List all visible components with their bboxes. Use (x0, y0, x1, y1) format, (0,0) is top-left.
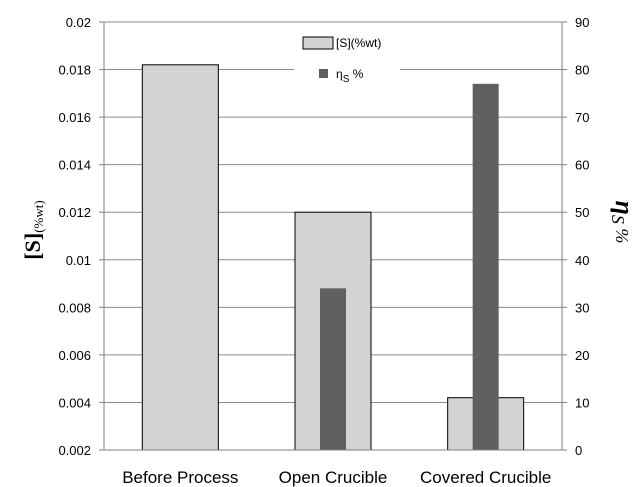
right-tick-label: 90 (575, 15, 589, 30)
category-labels: Before Process Open Crucible Covered Cruci… (122, 468, 551, 487)
category-label: Before Process (122, 468, 238, 487)
right-tick-label: 50 (575, 205, 589, 220)
legend-eta-main: η (336, 67, 343, 81)
legend: [S](%wt) ηS % (294, 32, 400, 85)
legend-swatch-eta-s (319, 69, 328, 78)
right-tick-labels: 0 10 20 30 40 50 60 70 80 90 (575, 15, 589, 458)
left-tick-label: 0.006 (58, 348, 91, 363)
left-tick-label: 0.016 (58, 110, 91, 125)
left-axis-title-main: [S] (20, 233, 45, 260)
right-axis-title: ηS % (608, 201, 636, 244)
right-tick-label: 20 (575, 348, 589, 363)
left-tick-label: 0.014 (58, 158, 91, 173)
left-axis-title-sub: (%wt) (31, 200, 46, 233)
axes (99, 21, 567, 451)
right-axis-title-suffix: % (612, 224, 632, 244)
left-tick-label: 0.002 (58, 443, 91, 458)
right-tick-label: 40 (575, 253, 589, 268)
category-label: Open Crucible (279, 468, 388, 487)
left-tick-label: 0.008 (58, 300, 91, 315)
left-tick-label: 0.012 (58, 205, 91, 220)
legend-label-eta-s: ηS % (336, 67, 364, 85)
left-tick-label: 0.01 (66, 253, 91, 268)
right-axis-title-main: η (610, 201, 636, 215)
right-tick-label: 10 (575, 395, 589, 410)
left-tick-label: 0.018 (58, 63, 91, 78)
bar-s-wt (141, 64, 219, 451)
bar-eta-s (472, 83, 499, 451)
right-tick-label: 30 (575, 300, 589, 315)
category-label: Covered Crucible (420, 468, 551, 487)
left-axis-title: [S](%wt) (20, 200, 46, 259)
legend-eta-suffix: % (349, 67, 363, 81)
bar-eta-s (320, 288, 346, 450)
legend-swatch-s-wt (302, 36, 334, 50)
right-axis-title-sub: S (608, 215, 628, 224)
right-tick-label: 60 (575, 158, 589, 173)
left-tick-labels: 0.002 0.004 0.006 0.008 0.01 0.012 0.014 0.016 0… (58, 15, 91, 458)
left-tick-label: 0.004 (58, 395, 91, 410)
right-tick-label: 70 (575, 110, 589, 125)
bars (141, 64, 525, 451)
right-tick-label: 80 (575, 63, 589, 78)
right-tick-label: 0 (575, 443, 582, 458)
left-tick-label: 0.02 (66, 15, 91, 30)
legend-eta-sub: S (343, 74, 350, 85)
legend-label-s-wt: [S](%wt) (336, 36, 381, 50)
